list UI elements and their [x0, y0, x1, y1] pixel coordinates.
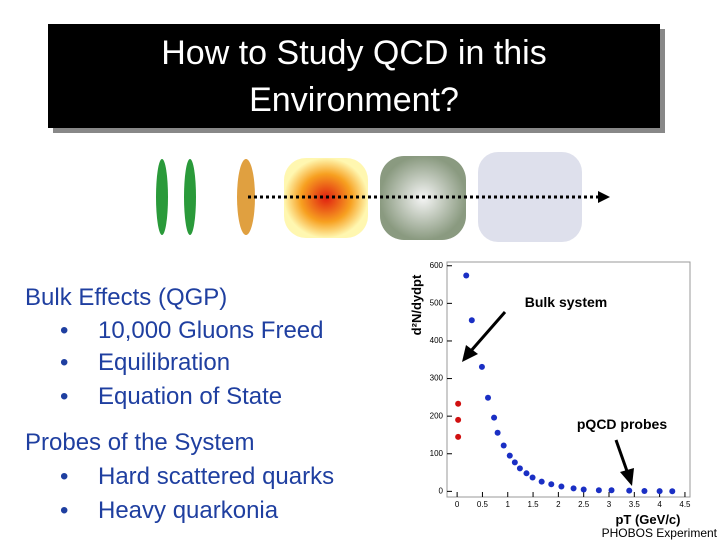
- bullet: •: [60, 463, 68, 490]
- point: [523, 470, 530, 477]
- point: [570, 485, 577, 492]
- point: [511, 459, 518, 466]
- y-tick-label: 200: [430, 411, 444, 420]
- point: [656, 488, 663, 495]
- credit: PHOBOS Experiment: [602, 526, 718, 540]
- annotation: pQCD probes: [577, 416, 667, 432]
- point: [491, 414, 498, 421]
- point: [608, 487, 615, 494]
- title-line: How to Study QCD in this: [161, 34, 546, 72]
- point: [455, 433, 462, 440]
- x-tick-label: 1: [506, 500, 511, 509]
- point: [468, 317, 475, 324]
- x-tick-label: 2: [556, 500, 561, 509]
- title-box: [48, 24, 660, 128]
- bullet-text: Equation of State: [98, 383, 282, 410]
- bullet: •: [60, 349, 68, 376]
- section-heading: Bulk Effects (QGP): [25, 284, 227, 311]
- bullet-text: Heavy quarkonia: [98, 497, 279, 524]
- point: [626, 487, 633, 494]
- y-tick-label: 100: [430, 449, 444, 458]
- annotation: Bulk system: [525, 294, 607, 310]
- y-tick-label: 0: [439, 486, 444, 495]
- x-tick-label: 3: [607, 500, 612, 509]
- collision-illustration: [156, 152, 610, 242]
- point: [538, 478, 545, 485]
- x-tick-label: 2.5: [578, 500, 590, 509]
- point: [455, 400, 462, 407]
- section-heading: Probes of the System: [25, 429, 254, 456]
- point: [669, 488, 676, 495]
- x-tick-label: 1.5: [528, 500, 540, 509]
- point: [516, 465, 523, 472]
- point: [529, 474, 536, 481]
- title-line: Environment?: [249, 81, 459, 119]
- x-tick-label: 0: [455, 500, 460, 509]
- point: [478, 363, 485, 370]
- point: [548, 481, 555, 488]
- point: [580, 486, 587, 493]
- bullet: •: [60, 383, 68, 410]
- y-tick-label: 400: [430, 336, 444, 345]
- x-tick-label: 0.5: [477, 500, 489, 509]
- y-tick-label: 300: [430, 374, 444, 383]
- y-axis-label: d²N/dydpt: [409, 274, 424, 335]
- point: [485, 394, 492, 401]
- point: [463, 272, 470, 279]
- point: [506, 452, 513, 459]
- y-tick-label: 500: [430, 298, 444, 307]
- point: [641, 487, 648, 494]
- bullet-text: Equilibration: [98, 349, 230, 376]
- point: [558, 483, 565, 490]
- bullet: •: [60, 497, 68, 524]
- x-tick-label: 3.5: [629, 500, 641, 509]
- point: [595, 487, 602, 494]
- point: [455, 416, 462, 423]
- x-tick-label: 4: [657, 500, 662, 509]
- bullet: •: [60, 317, 68, 344]
- bullet-text: Hard scattered quarks: [98, 463, 334, 490]
- bullet-text: 10,000 Gluons Freed: [98, 317, 323, 344]
- point: [494, 429, 501, 436]
- x-axis-label: pT (GeV/c): [615, 512, 680, 527]
- x-tick-label: 4.5: [679, 500, 691, 509]
- plot-frame: [446, 261, 691, 498]
- annotation-arrows: [462, 311, 634, 486]
- point: [500, 442, 507, 449]
- y-tick-label: 600: [430, 261, 444, 270]
